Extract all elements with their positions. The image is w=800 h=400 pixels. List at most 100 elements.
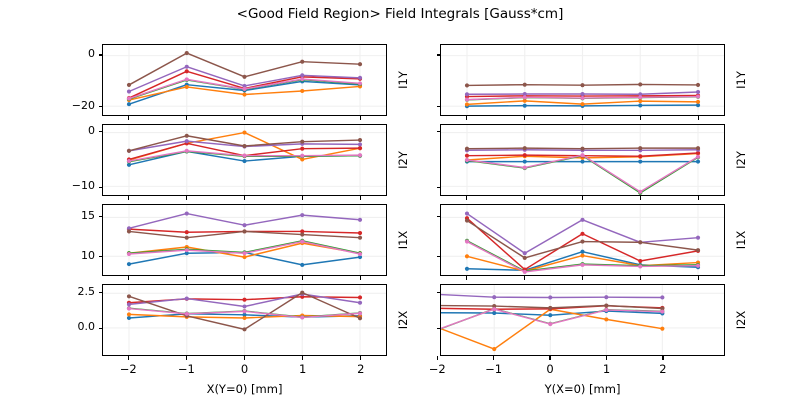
series-marker-s6: [126, 229, 132, 234]
x-tickmark: [127, 196, 129, 200]
series-marker-s2: [580, 253, 585, 258]
series-marker-s6: [695, 248, 701, 253]
series-marker-s6: [357, 316, 363, 321]
series-marker-s6: [660, 306, 665, 311]
series-marker-s7: [242, 153, 247, 158]
series-marker-s7: [300, 315, 305, 320]
series-marker-s4: [638, 154, 643, 159]
series-marker-s1: [695, 103, 701, 108]
y-tickmark: [98, 131, 102, 133]
series-marker-s1: [580, 249, 585, 254]
series-marker-s2: [638, 99, 643, 104]
x-tickmark: [662, 356, 664, 360]
series-marker-s4: [522, 153, 527, 158]
series-marker-s6: [522, 146, 527, 151]
series-marker-s7: [126, 159, 132, 164]
x-tick-label: 2: [357, 362, 365, 376]
x-tickmark: [360, 116, 362, 120]
x-tickmark: [698, 276, 700, 280]
x-tickmark: [127, 116, 129, 120]
series-marker-s7: [522, 165, 527, 170]
series-marker-s1: [580, 159, 585, 164]
series-marker-s2: [300, 88, 305, 94]
series-marker-s6: [184, 235, 189, 240]
series-marker-s7: [464, 97, 470, 102]
x-axis-label-right: Y(X=0) [mm]: [544, 382, 621, 396]
x-tick-label: 1: [602, 362, 611, 376]
series-marker-s6: [638, 240, 643, 245]
y-tick-label: −20: [71, 98, 95, 112]
series-marker-s5: [695, 235, 701, 240]
series-marker-s5: [492, 295, 497, 300]
x-tickmark: [243, 196, 246, 200]
series-marker-s5: [242, 304, 247, 309]
series-marker-s2: [300, 157, 305, 162]
series-marker-s7: [357, 81, 363, 86]
y-tick-label: 0.0: [77, 320, 96, 334]
plot-panel-row2-right: [440, 124, 725, 196]
series-marker-s7: [357, 153, 363, 158]
series-marker-s6: [126, 82, 132, 87]
series-marker-s4: [695, 150, 701, 156]
series-marker-s7: [580, 153, 585, 158]
y-tickmark: [436, 131, 440, 133]
row-label-I1Y: I1Y: [396, 71, 410, 89]
series-marker-s5: [126, 226, 132, 231]
x-tickmark: [698, 116, 700, 120]
x-tickmark: [302, 116, 304, 120]
series-marker-s1: [695, 159, 701, 164]
series-marker-s7: [522, 269, 527, 274]
y-tick-label: 0: [88, 123, 95, 137]
series-marker-s1: [492, 310, 497, 316]
x-tickmark: [127, 276, 129, 280]
series-marker-s5: [357, 217, 363, 222]
y-tickmark: [436, 291, 440, 294]
y-tick-label: 2.5: [77, 284, 96, 298]
series-marker-s7: [580, 96, 585, 101]
series-marker-s6: [695, 146, 701, 151]
series-marker-s7: [126, 306, 132, 311]
x-tickmark: [581, 276, 584, 280]
series-marker-s7: [492, 307, 497, 312]
y-tickmark: [436, 54, 440, 56]
x-tick-label: −1: [485, 362, 503, 376]
series-marker-s6: [464, 218, 470, 223]
series-marker-s6: [580, 239, 585, 244]
x-tickmark: [523, 116, 525, 120]
series-marker-s2: [604, 317, 609, 322]
x-tickmark: [302, 196, 304, 200]
series-marker-s5: [184, 64, 189, 69]
series-marker-s5: [242, 223, 247, 228]
x-tickmark: [243, 116, 246, 120]
series-marker-s5: [604, 295, 609, 300]
series-marker-s7: [184, 311, 189, 316]
x-tickmark: [523, 196, 525, 200]
series-marker-s2: [242, 255, 247, 260]
series-marker-s5: [126, 302, 132, 307]
series-marker-s4: [242, 297, 247, 302]
series-marker-s5: [660, 295, 665, 300]
series-marker-s7: [357, 311, 363, 316]
x-tickmark: [436, 356, 438, 360]
series-marker-s6: [638, 146, 643, 151]
y-tickmark: [436, 186, 440, 188]
x-tick-label: 1: [298, 362, 307, 376]
x-tickmark: [127, 356, 129, 360]
series-marker-s1: [464, 266, 470, 271]
series-marker-s4: [300, 229, 305, 234]
series-marker-s7: [604, 307, 609, 312]
series-marker-s6: [300, 290, 305, 295]
x-tickmark: [302, 276, 304, 280]
series-marker-s2: [580, 102, 585, 107]
series-marker-s6: [126, 148, 132, 153]
row-label-I2Y: I2Y: [734, 151, 748, 169]
series-marker-s7: [638, 95, 643, 100]
series-marker-s4: [464, 153, 470, 158]
series-marker-s7: [638, 189, 643, 194]
series-marker-s1: [126, 315, 132, 321]
x-tickmark: [360, 196, 362, 200]
series-marker-s5: [242, 83, 247, 88]
series-marker-s5: [184, 211, 189, 216]
series-marker-s1: [126, 102, 132, 107]
